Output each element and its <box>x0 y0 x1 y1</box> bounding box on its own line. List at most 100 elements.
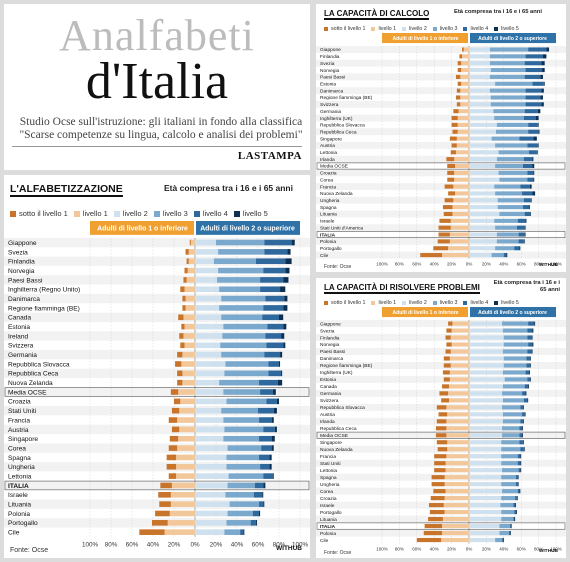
bar-livello-3 <box>227 482 255 489</box>
bar-livello-3 <box>220 342 267 349</box>
bar-livello-5 <box>529 363 531 368</box>
row-band <box>4 368 310 379</box>
category-label: Corea <box>8 445 26 452</box>
bar-livello-2 <box>469 461 502 466</box>
header-left-label: Adulti di livello 1 o inferiore <box>97 225 188 232</box>
bar-livello-5 <box>533 136 537 141</box>
bar-livello-1 <box>446 433 469 438</box>
category-label: Polonia <box>8 511 30 518</box>
bar-livello-3 <box>221 314 263 321</box>
bar-livello-4 <box>524 74 541 79</box>
category-label: Regione fiamminga (BE) <box>320 363 373 369</box>
bar-livello-1 <box>442 530 469 536</box>
bar-livello-3 <box>224 529 241 535</box>
bar-sotto-livello-1 <box>451 122 458 127</box>
bar-livello-2 <box>195 370 225 377</box>
bar-livello-2 <box>469 503 501 508</box>
legend-item: livello 1 <box>73 209 108 218</box>
legend-label: livello 2 <box>122 209 148 218</box>
bar-livello-2 <box>469 239 497 244</box>
bar-livello-1 <box>444 496 469 501</box>
header-left-label: Adulti di livello 1 o inferiore <box>393 36 459 42</box>
highlight-row <box>316 162 566 170</box>
category-label: ITALIA <box>320 232 336 238</box>
bar-livello-3 <box>489 61 525 66</box>
bar-sotto-livello-1 <box>441 398 449 403</box>
bar-livello-5 <box>519 489 521 494</box>
bar-livello-1 <box>171 482 195 489</box>
x-tick-label: 20% <box>447 262 456 267</box>
bar-livello-4 <box>264 239 292 246</box>
highlight-row <box>316 231 566 238</box>
bar-livello-2 <box>469 225 496 230</box>
category-label: Svezia <box>320 328 335 334</box>
row-band <box>4 443 310 453</box>
bar-livello-5 <box>532 157 534 162</box>
bar-sotto-livello-1 <box>435 433 447 438</box>
bar-livello-4 <box>516 225 525 230</box>
bar-livello-2 <box>469 232 497 237</box>
bar-livello-5 <box>272 473 274 479</box>
bar-livello-3 <box>490 95 526 100</box>
bar-livello-4 <box>519 426 523 431</box>
bar-livello-2 <box>195 501 230 507</box>
legend-swatch <box>463 301 468 305</box>
bar-sotto-livello-1 <box>428 516 443 522</box>
bar-livello-3 <box>227 445 262 451</box>
bar-livello-4 <box>524 211 530 217</box>
legend-swatch <box>463 27 468 31</box>
bar-livello-2 <box>469 198 498 203</box>
bar-sotto-livello-1 <box>158 491 171 498</box>
bar-livello-5 <box>283 342 286 349</box>
bar-livello-3 <box>501 440 520 445</box>
bar-sotto-livello-1 <box>178 314 184 321</box>
bar-livello-3 <box>499 530 510 536</box>
category-label: Media OCSE <box>320 164 348 170</box>
headline-divider <box>12 146 302 147</box>
category-label: Norvegia <box>8 268 35 275</box>
bar-livello-5 <box>283 277 289 283</box>
bar-livello-4 <box>259 435 272 442</box>
bar-sotto-livello-1 <box>431 482 445 487</box>
bar-livello-2 <box>469 47 490 52</box>
bar-livello-3 <box>496 122 529 127</box>
bar-livello-3 <box>489 74 525 79</box>
bar-livello-5 <box>541 102 544 107</box>
bar-livello-1 <box>446 405 469 410</box>
bar-livello-5 <box>259 510 261 517</box>
category-label: Svizzera <box>320 398 339 404</box>
bar-livello-5 <box>262 491 264 498</box>
bar-livello-5 <box>538 129 540 134</box>
bar-sotto-livello-1 <box>447 177 455 182</box>
category-label: Francia <box>8 417 30 424</box>
row-band <box>4 424 310 435</box>
bar-livello-5 <box>287 249 291 255</box>
bar-livello-2 <box>469 482 502 487</box>
row-band <box>4 237 310 248</box>
category-label: Nuova Zelanda <box>8 380 53 387</box>
bar-livello-1 <box>177 417 195 423</box>
legend-swatch <box>402 27 407 31</box>
bar-livello-1 <box>182 379 195 386</box>
bar-livello-5 <box>281 370 283 377</box>
bar-livello-1 <box>449 377 469 382</box>
bar-livello-2 <box>469 163 496 169</box>
x-tick-label: 60% <box>252 542 265 549</box>
bar-livello-5 <box>532 342 534 347</box>
bar-livello-1 <box>164 529 195 535</box>
bar-livello-5 <box>269 454 272 461</box>
bar-sotto-livello-1 <box>438 412 448 417</box>
legend-label: livello 4 <box>470 300 489 306</box>
bar-livello-3 <box>498 150 530 155</box>
legend-label: livello 3 <box>162 209 188 218</box>
x-tick-label: 80% <box>395 262 404 267</box>
category-label: Svezia <box>320 61 335 67</box>
bar-livello-1 <box>187 267 195 274</box>
chart-legend: sotto il livello 1 livello 1 livello 2 live… <box>324 300 525 306</box>
bar-livello-2 <box>469 109 494 114</box>
bar-sotto-livello-1 <box>436 419 447 424</box>
row-band <box>316 348 566 355</box>
bar-livello-5 <box>515 503 516 508</box>
category-label: Nuova Zelanda <box>320 191 353 197</box>
legend-item: sotto il livello 1 <box>324 300 365 306</box>
